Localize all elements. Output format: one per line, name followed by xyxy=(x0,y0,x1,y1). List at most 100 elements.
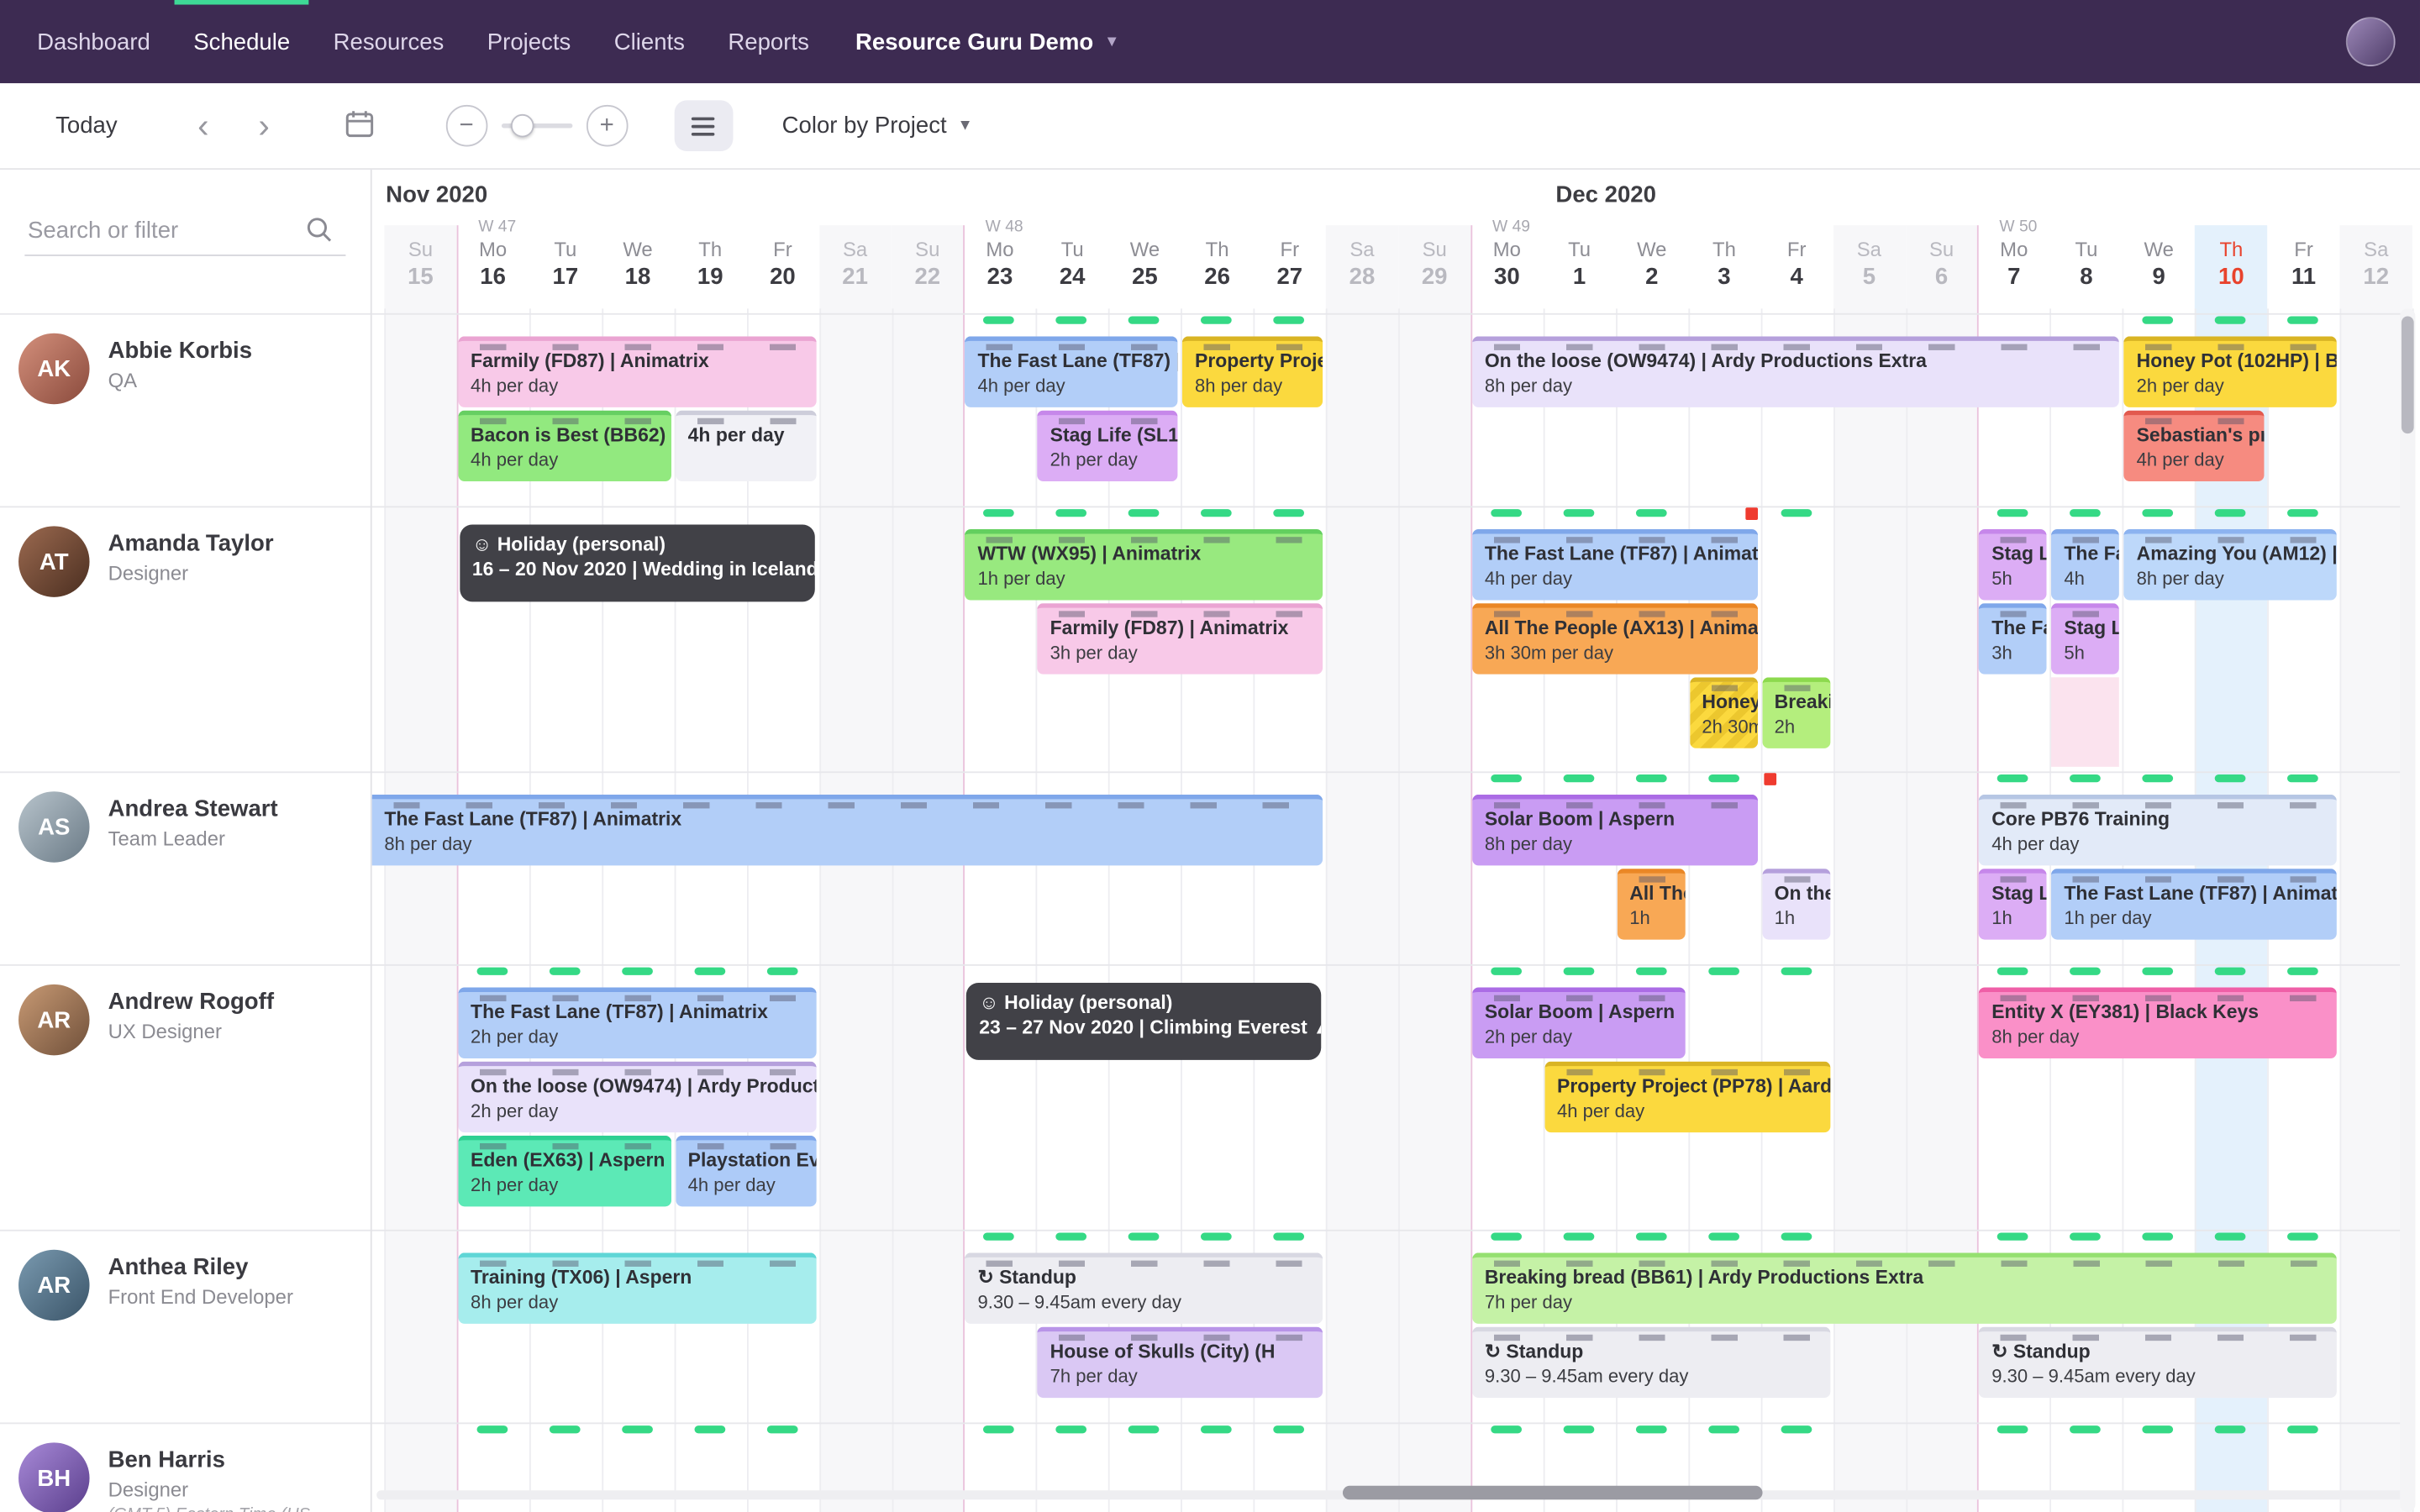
day-header[interactable]: Tu 24 xyxy=(1036,234,1108,305)
day-header[interactable]: Th 19 xyxy=(674,234,746,305)
person-row[interactable]: AR Anthea Riley Front End Developer xyxy=(0,1230,371,1423)
day-header[interactable]: Mo 7 xyxy=(1978,234,2050,305)
booking-block[interactable]: Training (TX06) | Aspern 8h per day xyxy=(458,1252,816,1324)
booking-block[interactable]: Core PB76 Training 4h per day xyxy=(1979,794,2337,866)
day-header[interactable]: Su 15 xyxy=(384,234,456,305)
day-header[interactable]: We 9 xyxy=(2123,234,2195,305)
booking-block[interactable]: On the loose (OW9474) | Ardy Productions… xyxy=(1472,336,2120,407)
booking-block[interactable]: WTW (WX95) | Animatrix 1h per day xyxy=(965,528,1323,601)
day-header[interactable]: Fr 20 xyxy=(746,234,818,305)
account-menu[interactable]: Resource Guru Demo ▼ xyxy=(855,29,1119,55)
booking-block[interactable]: The Fast Lane (TF87) | Animatrix 4h per d… xyxy=(1472,528,1758,601)
day-header[interactable]: Su 29 xyxy=(1398,234,1470,305)
day-header[interactable]: Su 6 xyxy=(1905,234,1977,305)
booking-block[interactable]: The Fast Lane (TF87) | Animatrix 8h per d… xyxy=(371,794,1323,866)
user-avatar[interactable] xyxy=(2345,17,2396,66)
day-header[interactable]: Su 22 xyxy=(892,234,964,305)
next-arrow-button[interactable]: › xyxy=(249,108,279,144)
nav-item-projects[interactable]: Projects xyxy=(487,28,571,55)
search-icon[interactable] xyxy=(306,216,334,244)
weekend-column-shade xyxy=(1325,225,1399,1512)
person-row[interactable]: AT Amanda Taylor Designer xyxy=(0,506,371,771)
day-header[interactable]: Th 3 xyxy=(1688,234,1760,305)
booking-block[interactable]: The Fast Lane (TF87) | An 4h per day xyxy=(965,336,1178,407)
booking-block[interactable]: Sebastian's proj 4h per day xyxy=(2123,410,2265,482)
holiday-block[interactable]: ☺ Holiday (personal) 23 – 27 Nov 2020 | C… xyxy=(966,982,1322,1060)
booking-block[interactable]: Property Projec 8h per day xyxy=(1182,336,1323,407)
booking-block[interactable]: The Fas 3h xyxy=(1979,603,2048,675)
person-row[interactable]: BH Ben Harris Designer (GMT-5) Eastern Time… xyxy=(0,1422,371,1512)
booking-block[interactable]: Stag Lif5h xyxy=(2051,603,2120,675)
booking-block[interactable]: Breakin 2h xyxy=(1761,677,1830,748)
color-by-dropdown[interactable]: Color by Project ▼ xyxy=(782,113,973,139)
day-header[interactable]: Sa 5 xyxy=(1833,234,1905,305)
day-header[interactable]: Mo 16 xyxy=(457,234,529,305)
booking-block[interactable]: Breaking bread (BB61) | Ardy Productions… xyxy=(1472,1252,2337,1324)
nav-item-clients[interactable]: Clients xyxy=(613,28,685,55)
booking-block[interactable]: Bacon is Best (BB62) | An 4h per day xyxy=(458,410,671,482)
person-row[interactable]: AS Andrea Stewart Team Leader xyxy=(0,771,371,964)
holiday-block[interactable]: ☺ Holiday (personal) 16 – 20 Nov 2020 | W… xyxy=(460,524,814,602)
booking-block[interactable]: House of Skulls (City) (H 7h per day xyxy=(1037,1326,1323,1399)
booking-block[interactable]: The Fast Lane (TF87) | Animatrix 1h per d… xyxy=(2051,869,2337,940)
booking-block[interactable]: Farmily (FD87) | Animatrix 3h per day xyxy=(1037,603,1323,675)
today-button[interactable]: Today xyxy=(46,111,127,140)
booking-block[interactable]: The Fas4h xyxy=(2051,528,2120,601)
day-header[interactable]: Tu 17 xyxy=(529,234,602,305)
day-header[interactable]: Sa 21 xyxy=(819,234,892,305)
nav-item-dashboard[interactable]: Dashboard xyxy=(37,28,150,55)
booking-block[interactable]: The Fast Lane (TF87) | Animatrix 2h per d… xyxy=(458,987,816,1058)
booking-block[interactable]: Farmily (FD87) | Animatrix 4h per day xyxy=(458,336,816,407)
nav-item-reports[interactable]: Reports xyxy=(728,28,809,55)
booking-block[interactable]: Eden (EX63) | Aspern 2h per day xyxy=(458,1135,671,1207)
booking-block[interactable]: All The1h xyxy=(1617,869,1686,940)
nav-item-schedule[interactable]: Schedule xyxy=(172,0,312,83)
day-header[interactable]: Sa 28 xyxy=(1326,234,1398,305)
vertical-scrollbar-track[interactable] xyxy=(2400,308,2416,1512)
prev-arrow-button[interactable]: ‹ xyxy=(188,108,218,144)
day-header[interactable]: Fr 27 xyxy=(1254,234,1326,305)
zoom-slider[interactable] xyxy=(501,113,572,138)
booking-block[interactable]: Honey 2h 30m xyxy=(1689,677,1758,748)
person-row[interactable]: AK Abbie Korbis QA xyxy=(0,313,371,507)
day-header[interactable]: Mo 23 xyxy=(964,234,1036,305)
booking-block[interactable]: Solar Boom | Aspern 2h per day xyxy=(1472,987,1686,1058)
horizontal-scrollbar-thumb[interactable] xyxy=(1342,1485,1763,1500)
zoom-slider-knob[interactable] xyxy=(510,113,534,138)
day-header[interactable]: Fr 4 xyxy=(1760,234,1833,305)
day-header[interactable]: Tu 1 xyxy=(1544,234,1616,305)
person-row[interactable]: AR Andrew Rogoff UX Designer xyxy=(0,964,371,1230)
nav-item-resources[interactable]: Resources xyxy=(333,28,445,55)
booking-block[interactable]: 4h per day xyxy=(675,410,816,482)
booking-block[interactable]: On the 1h xyxy=(1761,869,1830,940)
zoom-out-button[interactable]: − xyxy=(445,104,487,147)
booking-block[interactable]: Property Project (PP78) | Aardvar 4h per … xyxy=(1544,1061,1830,1133)
booking-block[interactable]: ↻ Standup 9.30 – 9.45am every day xyxy=(1979,1326,2337,1399)
day-header[interactable]: Sa 12 xyxy=(2340,234,2412,305)
day-header[interactable]: Fr 11 xyxy=(2267,234,2339,305)
day-header[interactable]: Tu 8 xyxy=(2050,234,2123,305)
day-header[interactable]: Th 10 xyxy=(2195,234,2267,305)
booking-block[interactable]: Stag Lif1h xyxy=(1979,869,2048,940)
day-header[interactable]: Mo 30 xyxy=(1470,234,1543,305)
booking-block[interactable]: Entity X (EY381) | Black Keys 8h per day xyxy=(1979,987,2337,1058)
search-input[interactable] xyxy=(24,216,302,246)
booking-block[interactable]: Honey Pot (102HP) | Bee 2h per day xyxy=(2123,336,2337,407)
booking-block[interactable]: Playstation Ever4h per day xyxy=(675,1135,816,1207)
booking-block[interactable]: On the loose (OW9474) | Ardy Productions… xyxy=(458,1061,816,1133)
calendar-icon[interactable] xyxy=(334,107,384,145)
booking-block[interactable]: ↻ Standup 9.30 – 9.45am every day xyxy=(965,1252,1323,1324)
zoom-in-button[interactable]: + xyxy=(586,104,628,147)
view-options-button[interactable] xyxy=(674,100,733,151)
day-header[interactable]: Th 26 xyxy=(1181,234,1254,305)
day-header[interactable]: We 25 xyxy=(1108,234,1181,305)
booking-block[interactable]: Stag Life (SL13) 2h per day xyxy=(1037,410,1178,482)
booking-block[interactable]: ↻ Standup 9.30 – 9.45am every day xyxy=(1472,1326,1830,1399)
day-header[interactable]: We 18 xyxy=(602,234,674,305)
day-header[interactable]: We 2 xyxy=(1616,234,1688,305)
booking-block[interactable]: Solar Boom | Aspern 8h per day xyxy=(1472,794,1758,866)
vertical-scrollbar-thumb[interactable] xyxy=(2401,316,2414,434)
booking-block[interactable]: Stag Lif5h xyxy=(1979,528,2048,601)
booking-block[interactable]: Amazing You (AM12) | An8h per day xyxy=(2123,528,2337,601)
booking-block[interactable]: All The People (AX13) | Animatrix 3h 30m … xyxy=(1472,603,1758,675)
